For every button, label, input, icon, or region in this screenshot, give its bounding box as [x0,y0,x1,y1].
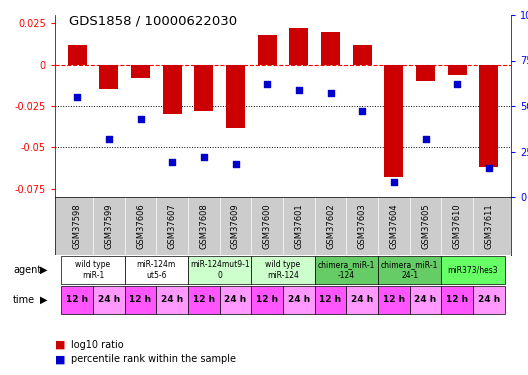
FancyBboxPatch shape [61,256,125,284]
Point [421,136,430,142]
FancyBboxPatch shape [346,286,378,314]
Point [105,136,113,142]
Text: GSM37600: GSM37600 [262,203,272,249]
Text: miR-124mut9-1
0: miR-124mut9-1 0 [190,260,249,280]
Bar [194,64,213,111]
Text: GSM37599: GSM37599 [105,203,114,249]
Text: 24 h: 24 h [351,296,373,304]
Text: ■: ■ [55,354,66,364]
Text: chimera_miR-1
-124: chimera_miR-1 -124 [318,260,375,280]
Bar [131,64,150,78]
Text: ▶: ▶ [40,295,48,305]
Point [136,116,145,122]
Point [326,90,335,96]
Bar [416,64,435,81]
FancyBboxPatch shape [125,286,156,314]
Text: wild type
miR-124: wild type miR-124 [266,260,300,280]
FancyBboxPatch shape [188,256,251,284]
Text: 24 h: 24 h [224,296,247,304]
Bar [99,64,118,90]
Bar [226,64,245,128]
FancyBboxPatch shape [441,286,473,314]
Text: GSM37606: GSM37606 [136,203,145,249]
Text: GSM37608: GSM37608 [200,203,209,249]
Text: 24 h: 24 h [414,296,437,304]
Text: GSM37604: GSM37604 [389,203,398,249]
Text: GSM37602: GSM37602 [326,203,335,249]
FancyBboxPatch shape [441,256,505,284]
Point [453,81,461,87]
FancyBboxPatch shape [61,286,93,314]
Text: 24 h: 24 h [288,296,310,304]
Text: 12 h: 12 h [446,296,468,304]
FancyBboxPatch shape [378,286,410,314]
Point [73,94,81,100]
Text: 12 h: 12 h [66,296,88,304]
Text: 24 h: 24 h [478,296,500,304]
Text: agent: agent [13,265,42,275]
Bar [353,45,372,64]
Text: time: time [13,295,35,305]
Text: GSM37601: GSM37601 [294,203,303,249]
Bar [68,45,87,64]
FancyBboxPatch shape [251,286,283,314]
Text: ▶: ▶ [40,265,48,275]
Text: GDS1858 / 10000622030: GDS1858 / 10000622030 [69,15,237,28]
Text: wild type
miR-1: wild type miR-1 [76,260,110,280]
Text: 24 h: 24 h [161,296,183,304]
Text: chimera_miR-1
24-1: chimera_miR-1 24-1 [381,260,438,280]
Text: GSM37609: GSM37609 [231,203,240,249]
Bar [479,64,498,167]
Text: ■: ■ [55,340,66,350]
Text: 12 h: 12 h [193,296,215,304]
Text: GSM37598: GSM37598 [73,203,82,249]
Bar [163,64,182,114]
Text: GSM37605: GSM37605 [421,203,430,249]
Point [231,161,240,167]
FancyBboxPatch shape [93,286,125,314]
Point [485,165,493,171]
Bar [448,64,467,75]
Bar [321,32,340,64]
FancyBboxPatch shape [283,286,315,314]
Point [295,87,303,93]
Point [263,81,271,87]
FancyBboxPatch shape [220,286,251,314]
FancyBboxPatch shape [156,286,188,314]
FancyBboxPatch shape [251,256,315,284]
Text: miR373/hes3: miR373/hes3 [448,266,498,274]
FancyBboxPatch shape [315,286,346,314]
FancyBboxPatch shape [410,286,441,314]
Text: 24 h: 24 h [98,296,120,304]
FancyBboxPatch shape [125,256,188,284]
Text: 12 h: 12 h [256,296,278,304]
Bar [289,28,308,64]
FancyBboxPatch shape [188,286,220,314]
Point [200,154,208,160]
Text: log10 ratio: log10 ratio [71,340,124,350]
Text: miR-124m
ut5-6: miR-124m ut5-6 [137,260,176,280]
Bar [384,64,403,177]
Point [390,180,398,186]
Point [168,159,176,165]
Text: GSM37611: GSM37611 [484,203,493,249]
Point [358,108,366,114]
Text: percentile rank within the sample: percentile rank within the sample [71,354,237,364]
Bar [258,35,277,64]
Text: GSM37607: GSM37607 [168,203,177,249]
FancyBboxPatch shape [378,256,441,284]
Text: 12 h: 12 h [383,296,405,304]
Text: GSM37610: GSM37610 [452,203,461,249]
FancyBboxPatch shape [473,286,505,314]
Text: 12 h: 12 h [129,296,152,304]
Text: 12 h: 12 h [319,296,342,304]
Text: GSM37603: GSM37603 [357,203,366,249]
FancyBboxPatch shape [315,256,378,284]
